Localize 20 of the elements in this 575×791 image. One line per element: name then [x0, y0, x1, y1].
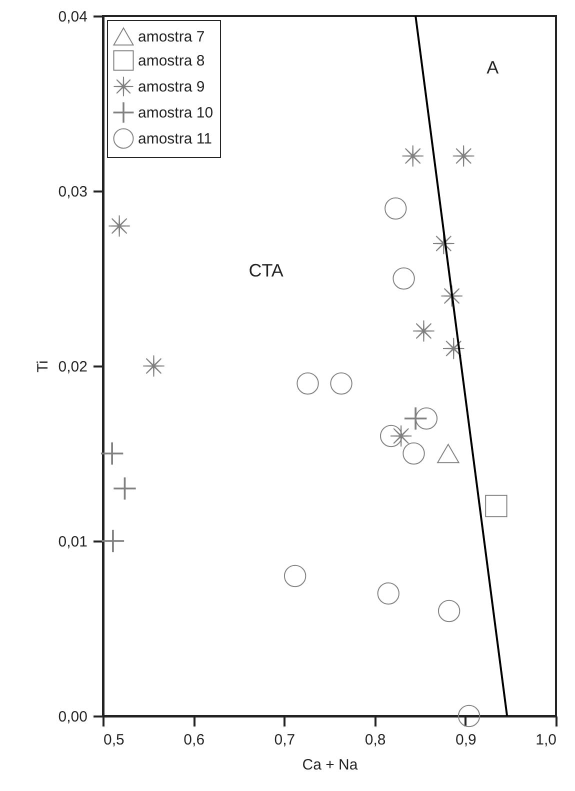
y-tick-label: 0,00 [58, 708, 88, 726]
y-tick-label: 0,02 [58, 358, 88, 376]
legend-label: amostra 7 [138, 28, 205, 46]
y-tick-label: 0,04 [58, 8, 88, 26]
legend-label: amostra 11 [138, 130, 212, 148]
x-axis-title: Ca + Na [302, 756, 358, 774]
x-tick-label: 0,5 [104, 732, 124, 748]
x-tick-label: 0,7 [274, 732, 296, 748]
x-tick-label: 0,6 [184, 732, 205, 748]
x-tick-label: 0,8 [364, 732, 386, 748]
x-tick-label: 1,0 [536, 732, 556, 748]
legend-label: amostra 10 [138, 104, 214, 122]
x-tick-label: 0,9 [455, 732, 476, 748]
y-axis-title: Ti [34, 360, 52, 372]
annotation: CTA [248, 260, 284, 280]
legend-label: amostra 8 [138, 52, 205, 70]
y-tick-label: 0,03 [58, 184, 88, 200]
legend-label: amostra 9 [138, 78, 205, 96]
y-tick-label: 0,01 [58, 534, 88, 550]
annotation: A [486, 58, 499, 78]
